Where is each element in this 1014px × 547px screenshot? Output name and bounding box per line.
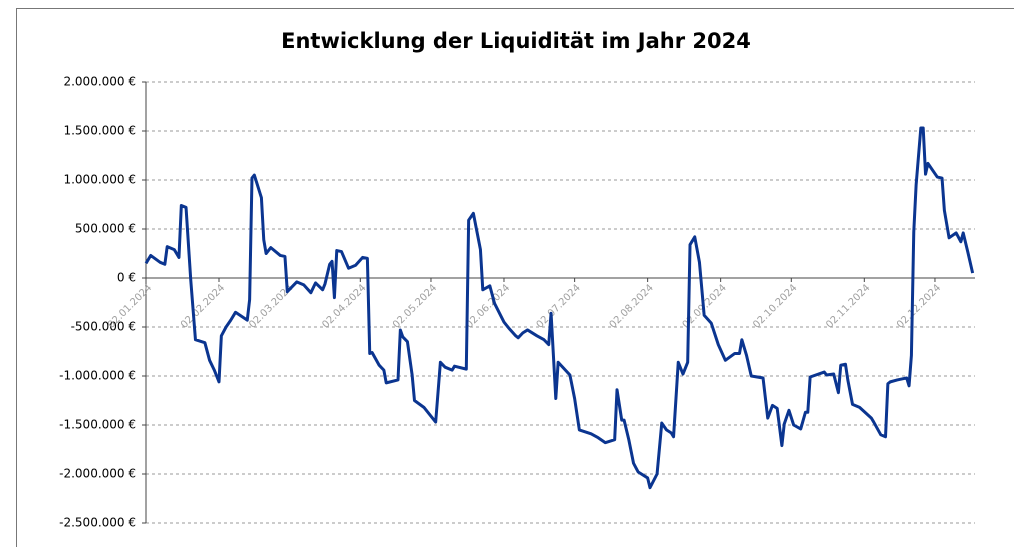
y-tick-label: -2.500.000 €	[59, 516, 136, 530]
y-tick-label: 2.000.000 €	[63, 75, 136, 89]
y-tick-label: -1.500.000 €	[59, 418, 136, 432]
chart-title: Entwicklung der Liquidität im Jahr 2024	[281, 29, 751, 53]
y-tick-label: -500.000 €	[71, 320, 136, 334]
chart-frame	[16, 8, 1014, 547]
x-tick-label: 02.02.2024	[179, 282, 227, 330]
x-tick-label: 02.10.2024	[751, 282, 799, 330]
x-tick-label: 02.07.2024	[535, 282, 583, 330]
y-tick-label: 1.500.000 €	[63, 124, 136, 138]
data-line	[144, 126, 975, 490]
x-tick-label: 02.04.2024	[320, 282, 368, 330]
y-tick-label: 500.000 €	[75, 222, 136, 236]
x-tick-label: 02.05.2024	[391, 282, 439, 330]
y-tick-label: -1.000.000 €	[59, 369, 136, 383]
x-tick-label: 02.11.2024	[824, 282, 872, 330]
x-tick-label: 02.08.2024	[608, 282, 656, 330]
y-tick-label: -2.000.000 €	[59, 467, 136, 481]
x-tick-label: 02.12.2024	[895, 282, 943, 330]
y-tick-label: 1.000.000 €	[63, 173, 136, 187]
y-tick-label: 0 €	[117, 271, 136, 285]
